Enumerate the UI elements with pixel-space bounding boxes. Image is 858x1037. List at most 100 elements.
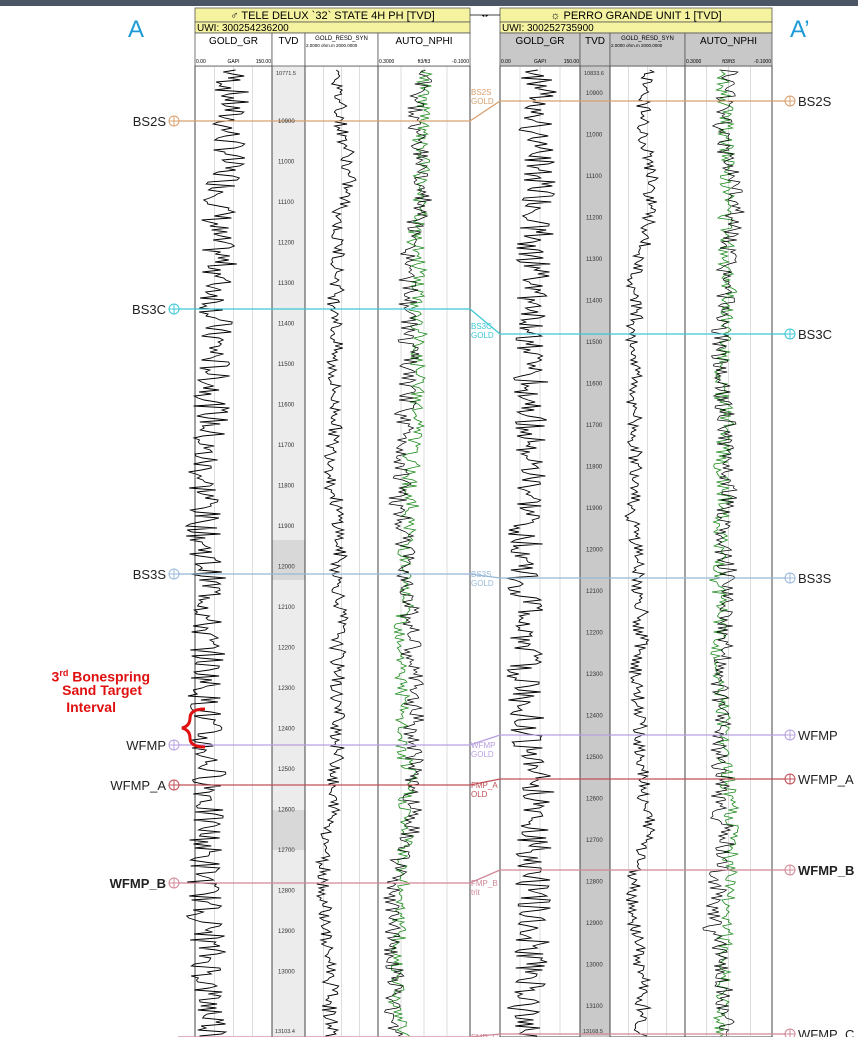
depth-tick-label: 11500 xyxy=(278,362,295,368)
depth-tick-label: 11400 xyxy=(278,322,295,328)
uwi-label: UWI: 300252735900 xyxy=(502,23,594,34)
tvd-track xyxy=(580,66,610,1037)
top-gap-label: GOLD xyxy=(471,750,494,759)
depth-tick-label: 13100 xyxy=(586,1004,603,1010)
depth-tick-label: 12600 xyxy=(586,797,603,803)
top-label-right: BS3S xyxy=(798,571,832,586)
depth-tick-label: 12000 xyxy=(586,548,603,554)
section-end-left: A xyxy=(128,16,145,43)
track-title: TVD xyxy=(279,36,299,47)
well-name: ☼ PERRO GRANDE UNIT 1 [TVD] xyxy=(550,10,721,22)
top-label-right: WFMP_A xyxy=(798,772,854,787)
track-title: TVD xyxy=(585,36,605,47)
nphi-scale-label: -0.1000 xyxy=(452,59,469,65)
nphi-curve xyxy=(709,69,740,1037)
gr-scale-label: GAPI xyxy=(534,59,546,65)
top-gap-label: GOLD xyxy=(471,331,494,340)
track-title: GOLD_GR xyxy=(516,36,565,47)
top-gap-label: OLD xyxy=(471,790,488,799)
well-spacing-label: ◂ ▸ xyxy=(482,13,489,19)
depth-tick-label: 11000 xyxy=(586,133,603,139)
depth-tick-label: 11200 xyxy=(278,241,295,247)
res-scale-label: 2.0000 ohm.m 2000.0000 xyxy=(611,43,663,48)
track-title: GOLD_GR xyxy=(209,36,258,47)
tvd-shade xyxy=(272,540,305,580)
depth-tick-label: 11800 xyxy=(278,484,295,490)
depth-tick-label: 12100 xyxy=(278,605,295,611)
depth-tick-label: 12100 xyxy=(586,589,603,595)
depth-tick-label: 12500 xyxy=(586,755,603,761)
depth-tick-label: 13000 xyxy=(278,970,295,976)
depth-tick-label: 11200 xyxy=(586,216,603,222)
top-label-left: BS3C xyxy=(132,302,166,317)
depth-top-label: 10833.6 xyxy=(584,71,604,77)
density-curve xyxy=(383,69,432,1037)
track-header xyxy=(271,32,306,67)
resistivity-curve xyxy=(314,69,357,1037)
top-window-bar xyxy=(0,0,858,6)
top-connector-bs3c xyxy=(469,308,501,335)
track-header xyxy=(609,32,686,67)
depth-tick-label: 12700 xyxy=(278,848,295,854)
depth-tick-label: 11500 xyxy=(586,340,603,346)
top-connector-wfmp_b xyxy=(469,869,501,884)
depth-tick-label: 12300 xyxy=(586,672,603,678)
top-label-right: BS3C xyxy=(798,327,832,342)
gr-curve xyxy=(184,69,249,1037)
depth-tick-label: 11800 xyxy=(586,465,603,471)
nphi-scale-label: -0.1000 xyxy=(754,59,771,65)
top-label-right: WFMP_B xyxy=(798,863,854,878)
depth-tick-label: 11700 xyxy=(586,423,603,429)
top-label-left: WFMP xyxy=(126,738,166,753)
depth-tick-label: 11600 xyxy=(586,382,603,388)
uwi-label: UWI: 300254236200 xyxy=(197,23,289,34)
depth-tick-label: 11000 xyxy=(278,160,295,166)
depth-tick-label: 12900 xyxy=(586,921,603,927)
top-gap-label: WFMP xyxy=(471,741,495,750)
nphi-scale-label: ft3/ft3 xyxy=(418,59,431,65)
top-label-right: WFMP_C xyxy=(798,1027,854,1037)
top-gap-label: FMP_B xyxy=(471,879,498,888)
depth-tick-label: 12200 xyxy=(586,631,603,637)
nphi-scale-label: ft3/ft3 xyxy=(722,59,735,65)
depth-tick-label: 11700 xyxy=(278,443,295,449)
depth-tick-label: 11300 xyxy=(586,257,603,263)
top-label-left: BS2S xyxy=(133,114,167,129)
track-title: AUTO_NPHI xyxy=(700,36,757,47)
track-header xyxy=(377,32,471,67)
depth-tick-label: 13000 xyxy=(586,963,603,969)
top-connector-wfmp_a xyxy=(469,778,501,786)
depth-tick-label: 12800 xyxy=(586,880,603,886)
depth-tick-label: 11600 xyxy=(278,403,295,409)
depth-tick-label: 10900 xyxy=(586,91,603,97)
depth-tick-label: 12800 xyxy=(278,889,295,895)
depth-tick-label: 11400 xyxy=(586,299,603,305)
track-title: GOLD_RESD_SYN xyxy=(621,36,674,42)
target-interval-bracket xyxy=(181,707,206,749)
res-scale-label: 2.0000 ohm.m 2000.0000 xyxy=(306,43,358,48)
top-gap-label: BS3C xyxy=(471,322,492,331)
gr-scale-label: 150.00 xyxy=(256,59,272,65)
nphi-scale-label: 0.3000 xyxy=(686,59,702,65)
depth-top-label: 10771.5 xyxy=(276,71,296,77)
top-label-left: WFMP_B xyxy=(110,876,166,891)
depth-tick-label: 12700 xyxy=(586,838,603,844)
depth-tick-label: 12200 xyxy=(278,646,295,652)
depth-bottom-label: 13103.4 xyxy=(275,1029,295,1035)
top-label-right: WFMP xyxy=(798,728,838,743)
top-gap-label: FMP_A xyxy=(471,781,498,790)
depth-tick-label: 12900 xyxy=(278,929,295,935)
depth-tick-label: 12400 xyxy=(586,714,603,720)
depth-tick-label: 12000 xyxy=(278,565,295,571)
gr-scale-label: GAPI xyxy=(228,59,240,65)
track-header xyxy=(304,32,379,67)
top-label-right: BS2S xyxy=(798,94,832,109)
depth-tick-label: 12300 xyxy=(278,686,295,692)
well-panel xyxy=(499,65,773,1037)
depth-tick-label: 11300 xyxy=(278,281,295,287)
gr-scale-label: 0.00 xyxy=(501,59,511,65)
top-gap-label: FMP_C xyxy=(471,1033,498,1037)
top-gap-label: GOLD xyxy=(471,579,494,588)
depth-bottom-label: 13168.5 xyxy=(583,1029,603,1035)
